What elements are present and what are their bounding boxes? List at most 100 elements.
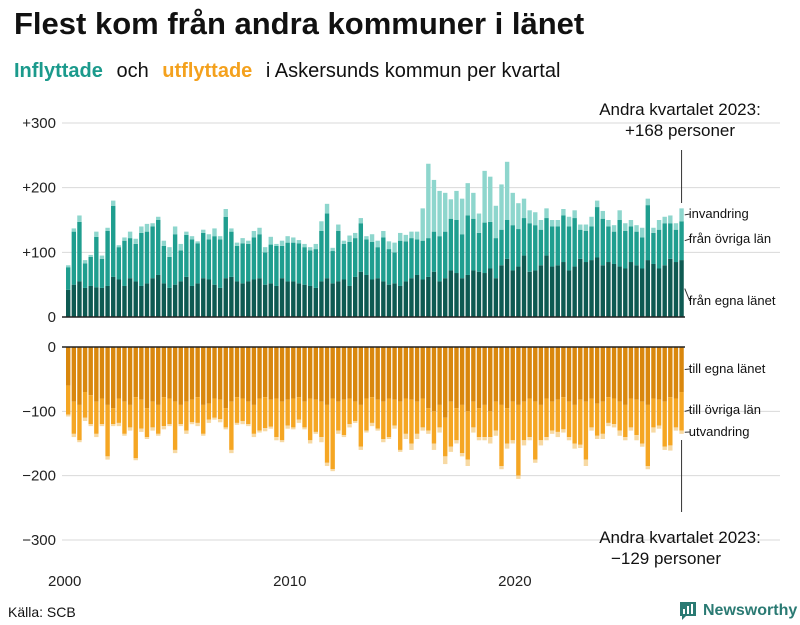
subtitle-och: och	[116, 60, 149, 82]
bar-in_other	[66, 267, 71, 290]
bar-in_own	[296, 283, 302, 317]
bar-in_other	[594, 207, 600, 258]
bar-out_other	[628, 398, 634, 428]
bar-out_emigration	[431, 443, 437, 450]
label-till-ovriga-lan: till övriga län	[689, 402, 761, 417]
bar-out_emigration	[313, 431, 318, 434]
bar-in_own	[611, 263, 617, 317]
bar-in_other	[229, 231, 234, 277]
bar-out_own	[662, 347, 667, 402]
bar-out_own	[262, 347, 268, 398]
bar-out_other	[594, 403, 600, 436]
label-invandring: invandring	[689, 206, 749, 221]
chart-title: Flest kom från andra kommuner i länet	[14, 6, 585, 41]
bar-in_immigration	[364, 236, 369, 240]
bar-in_other	[341, 243, 347, 280]
bar-out_other	[229, 401, 234, 450]
bar-out_own	[566, 347, 572, 402]
bar-out_other	[443, 417, 448, 457]
bar-in_immigration	[538, 220, 544, 230]
bar-in_immigration	[465, 183, 470, 216]
bar-in_other	[420, 240, 425, 280]
bar-in_immigration	[178, 243, 183, 251]
bar-out_emigration	[285, 425, 290, 429]
bar-out_other	[296, 397, 302, 420]
bar-out_own	[319, 347, 324, 402]
bar-out_emigration	[651, 427, 656, 433]
bar-out_own	[578, 347, 583, 400]
bar-out_other	[71, 401, 77, 434]
bar-in_immigration	[476, 213, 482, 233]
bar-out_emigration	[144, 437, 150, 439]
bar-in_immigration	[504, 161, 510, 220]
bar-out_other	[566, 401, 572, 438]
bar-out_other	[561, 397, 566, 430]
bar-out_other	[606, 397, 611, 423]
bar-in_immigration	[285, 236, 290, 243]
label-till-egna-lanet: till egna länet	[689, 361, 766, 376]
y-tick-label-bottom: 0	[48, 339, 56, 356]
bar-in_other	[172, 234, 178, 285]
bar-in_own	[330, 283, 335, 317]
bar-out_emigration	[561, 429, 566, 433]
label-fran-ovriga-lan: från övriga län	[689, 231, 771, 246]
bar-in_own	[122, 285, 127, 317]
bar-out_other	[307, 398, 313, 441]
bar-out_own	[111, 347, 116, 409]
bar-out_own	[572, 347, 577, 405]
bar-out_own	[234, 347, 240, 398]
bar-in_own	[195, 283, 200, 317]
bar-out_own	[403, 347, 409, 399]
bar-in_own	[516, 266, 521, 317]
bar-out_emigration	[330, 469, 335, 472]
bar-in_other	[71, 231, 77, 285]
bar-in_immigration	[234, 242, 240, 246]
bar-in_other	[234, 245, 240, 282]
bar-in_other	[189, 239, 195, 286]
bar-in_own	[319, 281, 324, 317]
bar-in_other	[375, 247, 380, 279]
bar-out_own	[206, 347, 212, 404]
bar-out_other	[459, 404, 465, 454]
bar-in_own	[645, 260, 650, 317]
bar-in_own	[578, 258, 583, 317]
bar-in_own	[229, 276, 234, 317]
bar-in_own	[454, 273, 459, 317]
bar-in_other	[516, 229, 521, 267]
bar-in_other	[454, 220, 459, 274]
bar-in_other	[623, 230, 628, 269]
bar-out_own	[482, 347, 487, 405]
bar-out_emigration	[594, 435, 600, 439]
bar-out_own	[639, 347, 645, 402]
bar-in_other	[352, 238, 358, 277]
bar-out_other	[94, 401, 99, 434]
bar-in_immigration	[482, 170, 487, 223]
bar-out_emigration	[82, 417, 88, 421]
bar-in_own	[521, 255, 527, 317]
bar-out_emigration	[88, 424, 93, 427]
bar-in_other	[398, 240, 403, 286]
bar-out_other	[105, 404, 110, 457]
bar-in_own	[201, 278, 206, 317]
bar-out_own	[268, 347, 273, 400]
bar-in_other	[116, 247, 122, 280]
bar-in_other	[628, 226, 634, 263]
bar-in_own	[240, 283, 245, 317]
bar-in_immigration	[454, 190, 459, 220]
bar-in_own	[628, 262, 634, 317]
bar-out_other	[206, 403, 212, 420]
bar-in_immigration	[257, 227, 262, 235]
bar-in_other	[369, 241, 375, 280]
bar-in_other	[645, 205, 650, 261]
bar-out_own	[240, 347, 245, 399]
source-note: Källa: SCB	[8, 604, 76, 620]
bar-in_immigration	[662, 216, 667, 224]
bar-out_own	[347, 347, 352, 399]
bar-out_own	[229, 347, 234, 402]
bar-out_emigration	[527, 437, 532, 441]
bar-out_other	[488, 411, 493, 438]
bar-in_immigration	[578, 224, 583, 230]
bar-in_own	[623, 268, 628, 317]
bar-out_other	[471, 401, 476, 428]
bar-out_own	[381, 347, 386, 402]
